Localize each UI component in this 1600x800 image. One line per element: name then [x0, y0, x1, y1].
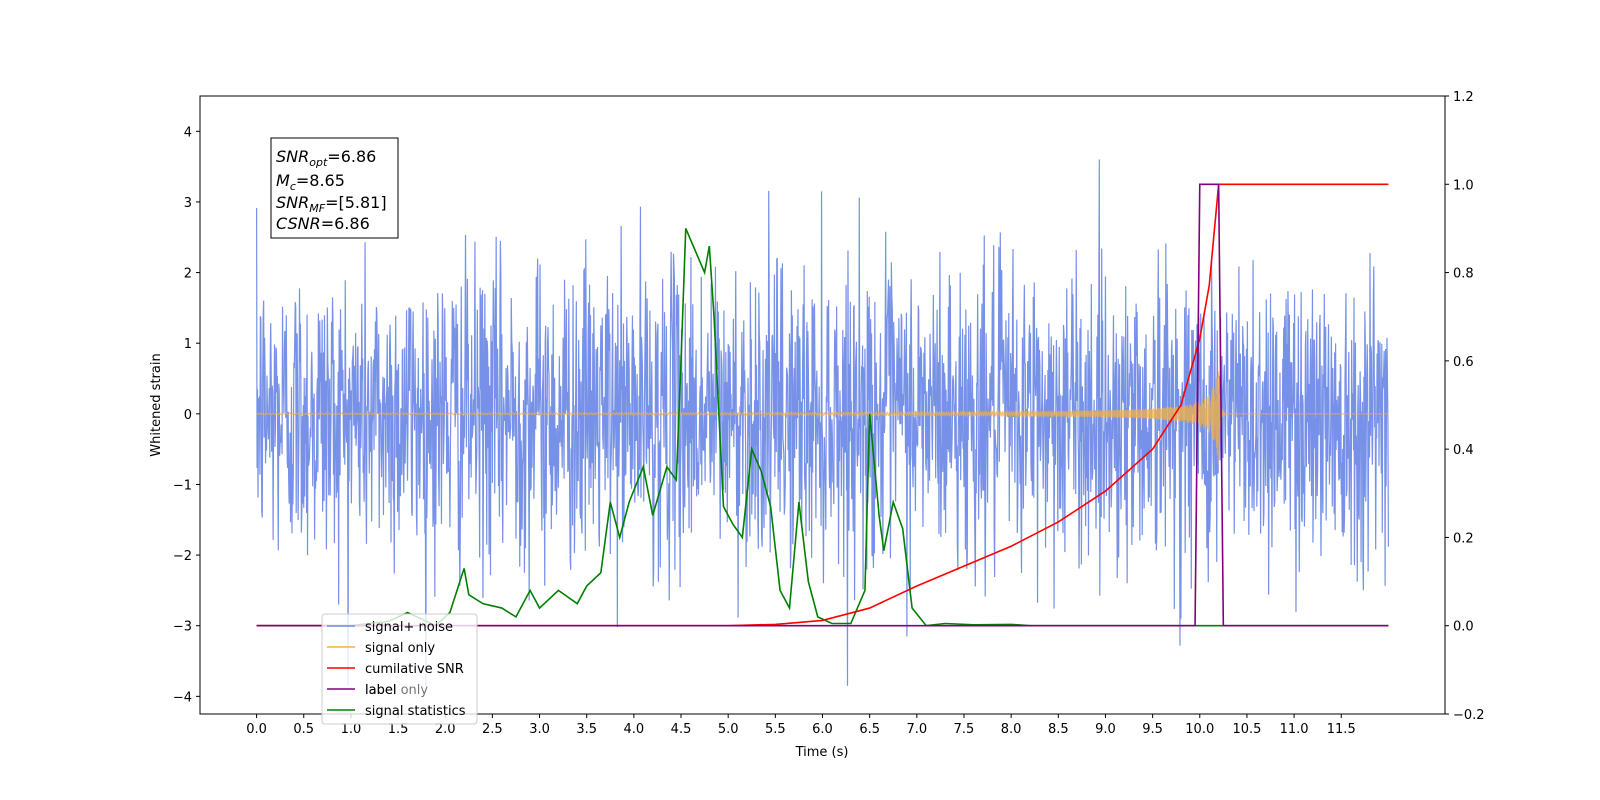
- cumulative-snr-line: [256, 183, 1389, 627]
- legend-label-label: label: [365, 683, 396, 698]
- y2-tick-label: 0.0: [1453, 620, 1474, 635]
- y2-tick-label: 0.6: [1453, 355, 1474, 370]
- annotation-csnr: CSNR=6.86: [276, 214, 370, 233]
- y-tick-label: 3: [184, 196, 192, 211]
- x-tick-label: 5.5: [765, 722, 786, 737]
- signal-only-line: [256, 371, 1389, 465]
- x-tick-label: 2.0: [435, 722, 456, 737]
- x-tick-label: 10.5: [1232, 722, 1261, 737]
- y-tick-label: −3: [173, 620, 192, 635]
- x-tick-label: 6.0: [812, 722, 833, 737]
- y2-tick-label: 0.4: [1453, 443, 1474, 458]
- x-tick-label: 9.5: [1142, 722, 1163, 737]
- snr-opt-symbol: SNR: [276, 147, 309, 166]
- plot-area: [255, 159, 1390, 686]
- x-tick-label: 11.0: [1280, 722, 1309, 737]
- x-tick-label: 1.0: [341, 722, 362, 737]
- x-tick-label: 2.5: [482, 722, 503, 737]
- legend-label-label-only-overlap: label only: [365, 683, 428, 698]
- label-line: [256, 183, 1389, 627]
- x-tick-label: 8.5: [1048, 722, 1069, 737]
- y2-tick-label: 1.2: [1453, 90, 1474, 105]
- x-tick-label: 4.0: [624, 722, 645, 737]
- right-axis-series: [256, 183, 1389, 627]
- signal-statistics-line: [256, 228, 1389, 627]
- mc-symbol: M: [276, 171, 290, 190]
- y-axis-label: Whitened strain: [149, 353, 164, 456]
- x-tick-label: 6.5: [859, 722, 880, 737]
- legend: signal+ noise signal only cumilative SNR…: [321, 613, 478, 725]
- signal-noise-line: [255, 159, 1390, 686]
- y2-tick-label: 0.2: [1453, 531, 1474, 546]
- snr-opt-subscript: opt: [309, 156, 328, 169]
- legend-label-signal-statistics: signal statistics: [365, 704, 466, 719]
- annotation-frame: [270, 137, 399, 239]
- x-tick-label: 10.0: [1185, 722, 1214, 737]
- x-tick-label: 0.0: [246, 722, 267, 737]
- annotation-mc: Mc=8.65: [276, 171, 345, 193]
- annotation-snr-opt: SNRopt=6.86: [276, 147, 376, 169]
- x-tick-label: 1.5: [388, 722, 409, 737]
- stats-annotation-box: SNRopt=6.86 Mc=8.65 SNRMF=[5.81] CSNR=6.…: [270, 137, 399, 239]
- signal-noise-series: [255, 159, 1390, 686]
- y-tick-label: 4: [184, 125, 192, 140]
- x-tick-label: 7.0: [906, 722, 927, 737]
- x-tick-label: 11.5: [1327, 722, 1356, 737]
- y-tick-label: 2: [184, 267, 192, 282]
- x-tick-label: 4.5: [671, 722, 692, 737]
- legend-label-cumulative-snr: cumilative SNR: [365, 662, 464, 677]
- y-tick-label: −1: [173, 478, 192, 493]
- x-tick-label: 0.5: [293, 722, 314, 737]
- legend-label-signal-only: signal only: [365, 641, 435, 656]
- x-axis: 0.0 0.5 1.0 1.5 2.0 2.5 3.0 3.5 4.0 4.5 5.0 5.5 6.0 6…: [246, 714, 1356, 737]
- snr-opt-value: =6.86: [327, 147, 376, 166]
- snr-mf-symbol: SNR: [276, 193, 309, 212]
- y-tick-label: −2: [173, 549, 192, 564]
- y2-tick-label: 1.0: [1453, 178, 1474, 193]
- x-tick-label: 7.5: [954, 722, 975, 737]
- x-tick-label: 3.5: [576, 722, 597, 737]
- x-tick-label: 3.0: [529, 722, 550, 737]
- y-tick-label: 1: [184, 337, 192, 352]
- x-axis-label: Time (s): [795, 745, 849, 760]
- snr-mf-value: =[5.81]: [325, 193, 387, 212]
- signal-only-series: [256, 371, 1389, 465]
- snr-mf-subscript: MF: [309, 202, 325, 215]
- x-tick-label: 5.0: [718, 722, 739, 737]
- x-tick-label: 8.0: [1001, 722, 1022, 737]
- annotation-snr-mf: SNRMF=[5.81]: [276, 193, 387, 215]
- y2-tick-label: −0.2: [1453, 708, 1485, 723]
- y2-tick-label: 0.8: [1453, 267, 1474, 282]
- y-axis-left: −4 −3 −2 −1 0 1 2 3 4: [173, 125, 200, 705]
- x-tick-label: 9.0: [1095, 722, 1116, 737]
- csnr-symbol: CSNR: [276, 214, 321, 233]
- legend-frame: [321, 613, 478, 725]
- csnr-value: =6.86: [321, 214, 370, 233]
- mc-subscript: c: [290, 180, 296, 193]
- y-tick-label: −4: [173, 690, 192, 705]
- y-axis-right: −0.2 0.0 0.2 0.4 0.6 0.8 1.0 1.2: [1445, 90, 1485, 723]
- legend-label-signal-noise: signal+ noise: [365, 620, 453, 635]
- y-tick-label: 0: [184, 408, 192, 423]
- mc-value: =8.65: [296, 171, 345, 190]
